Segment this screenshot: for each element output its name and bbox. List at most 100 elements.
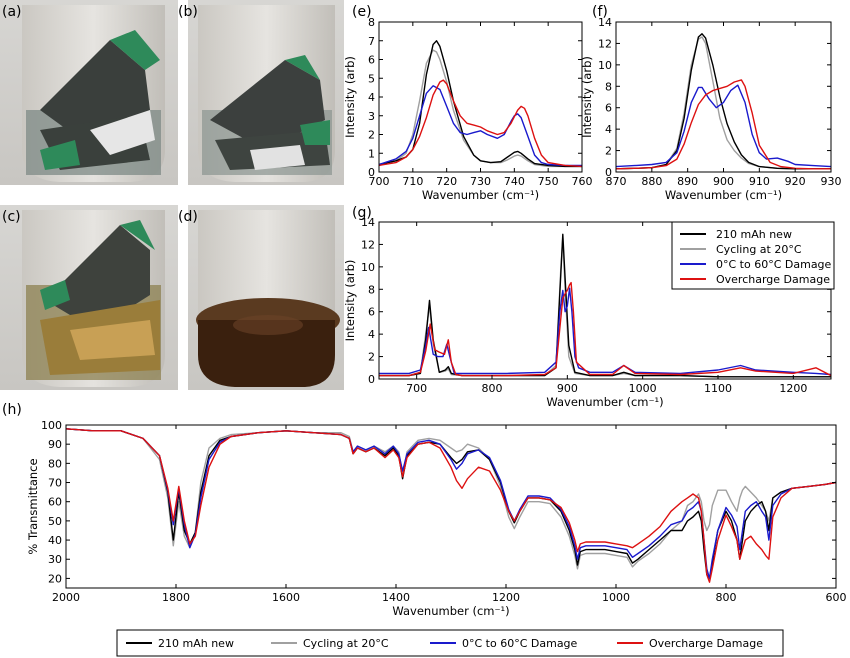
photo-d xyxy=(188,205,344,390)
chart-g-xtick-label: 800 xyxy=(482,382,503,395)
chart-h-xtick-label: 1600 xyxy=(272,591,300,604)
chart-e-ytick-label: 3 xyxy=(368,110,375,123)
chart-h-xtick-label: 2000 xyxy=(52,591,80,604)
chart-f-ytick-label: 14 xyxy=(598,16,612,29)
chart-h-series-over xyxy=(66,428,836,583)
panel-label-f: (f) xyxy=(592,4,608,20)
chart-e-xtick-label: 730 xyxy=(470,175,491,188)
legend-bottom-label-over: Overcharge Damage xyxy=(649,637,763,650)
chart-h-ytick-label: 20 xyxy=(48,572,62,585)
chart-h-xtick-label: 1400 xyxy=(382,591,410,604)
chart-f-ytick-label: 0 xyxy=(605,166,612,179)
chart-f-xtick-label: 920 xyxy=(785,175,806,188)
chart-g-xtick-label: 1100 xyxy=(704,382,732,395)
chart-g-xtick-label: 900 xyxy=(557,382,578,395)
chart-e-series-cycling xyxy=(379,49,582,168)
chart-h-xtick-label: 1200 xyxy=(492,591,520,604)
chart-e-xtick-label: 750 xyxy=(538,175,559,188)
chart-g-ytick-label: 8 xyxy=(368,283,375,296)
chart-h-xtick-label: 800 xyxy=(716,591,737,604)
chart-f-xtick-label: 910 xyxy=(749,175,770,188)
chart-h-ytick-label: 30 xyxy=(48,553,62,566)
legend-g-label-new: 210 mAh new xyxy=(716,228,792,241)
chart-f-ytick-label: 10 xyxy=(598,59,612,72)
chart-f: 870 880 890 900 910 920 930 0 2 4 6 8 10 12 14 Wavenumb… xyxy=(580,16,842,202)
chart-f-xtick-label: 900 xyxy=(713,175,734,188)
legend-g-label-over: Overcharge Damage xyxy=(716,273,830,286)
chart-h-ytick-label: 60 xyxy=(48,496,62,509)
chart-g-ytick-label: 12 xyxy=(361,238,375,251)
chart-h-ytick-label: 70 xyxy=(48,477,62,490)
chart-e-ytick-label: 1 xyxy=(368,147,375,160)
chart-h-ytick-label: 100 xyxy=(41,419,62,432)
legend-bottom: 210 mAh new Cycling at 20°C 0°C to 60°C … xyxy=(116,629,784,657)
chart-e-frame xyxy=(378,21,583,173)
chart-e-series-temp xyxy=(379,85,582,167)
chart-e-ylabel: Intensity (arb) xyxy=(343,56,357,138)
chart-f-ylabel: Intensity (arb) xyxy=(580,56,594,138)
chart-g-xlabel: Wavenumber (cm⁻¹) xyxy=(546,395,663,409)
chart-h-ytick-label: 80 xyxy=(48,457,62,470)
chart-g-frame xyxy=(378,221,832,380)
chart-f-series-over xyxy=(616,79,831,170)
photo-label-d: (d) xyxy=(178,209,198,225)
legend-g-label-cycling: Cycling at 20°C xyxy=(716,243,802,256)
chart-g-ytick-label: 10 xyxy=(361,261,375,274)
chart-e-xtick-label: 710 xyxy=(402,175,423,188)
photo-label-c: (c) xyxy=(2,209,21,225)
chart-h-xtick-label: 1800 xyxy=(162,591,190,604)
legend-bottom-label-temp: 0°C to 60°C Damage xyxy=(462,637,578,650)
chart-e-xtick-label: 740 xyxy=(504,175,525,188)
chart-g-xtick-label: 1200 xyxy=(779,382,807,395)
chart-h-xlabel: Wavenumber (cm⁻¹) xyxy=(392,604,509,618)
chart-g-ylabel: Intensity (arb) xyxy=(343,260,357,342)
chart-h-ytick-label: 40 xyxy=(48,534,62,547)
panel-label-e: (e) xyxy=(352,4,372,20)
chart-g: 700 800 900 1000 1100 1200 0 2 4 6 8 10 12 14 Wavenumb… xyxy=(343,216,832,409)
chart-e-series-over xyxy=(379,79,582,168)
chart-h-frame xyxy=(65,424,837,589)
chart-g-series-temp xyxy=(379,287,831,376)
chart-f-xtick-label: 870 xyxy=(606,175,627,188)
chart-e-xtick-label: 760 xyxy=(572,175,593,188)
panel-label-h: (h) xyxy=(2,402,22,418)
chart-f-ytick-label: 2 xyxy=(605,145,612,158)
chart-e-xtick-label: 720 xyxy=(436,175,457,188)
photo-label-a: (a) xyxy=(2,4,22,20)
chart-h-xtick-label: 600 xyxy=(826,591,847,604)
chart-g-ytick-label: 4 xyxy=(368,328,375,341)
chart-f-xlabel: Wavenumber (cm⁻¹) xyxy=(665,188,782,202)
legend-g: 210 mAh new Cycling at 20°C 0°C to 60°C … xyxy=(671,221,835,290)
legend-bottom-label-new: 210 mAh new xyxy=(158,637,234,650)
photo-a xyxy=(0,0,178,185)
chart-g-series-over xyxy=(379,281,831,377)
legend-bottom-label-cycling: Cycling at 20°C xyxy=(303,637,389,650)
chart-f-ytick-label: 8 xyxy=(605,80,612,93)
photo-c xyxy=(0,205,178,390)
chart-e-ytick-label: 7 xyxy=(368,35,375,48)
chart-e-xlabel: Wavenumber (cm⁻¹) xyxy=(422,188,539,202)
chart-f-frame xyxy=(615,21,832,173)
chart-f-xtick-label: 930 xyxy=(821,175,842,188)
chart-e-ytick-label: 8 xyxy=(368,16,375,29)
chart-f-xtick-label: 880 xyxy=(641,175,662,188)
chart-e-ytick-label: 0 xyxy=(368,166,375,179)
chart-g-xtick-label: 700 xyxy=(406,382,427,395)
chart-g-ytick-label: 2 xyxy=(368,351,375,364)
chart-f-ytick-label: 12 xyxy=(598,37,612,50)
chart-e-ytick-label: 6 xyxy=(368,54,375,67)
chart-g-ytick-label: 0 xyxy=(368,373,375,386)
legend-g-label-temp: 0°C to 60°C Damage xyxy=(716,258,832,271)
chart-h-ytick-label: 90 xyxy=(48,438,62,451)
chart-h-series-cycling xyxy=(66,428,836,570)
chart-f-ytick-label: 4 xyxy=(605,123,612,136)
chart-e-ytick-label: 5 xyxy=(368,72,375,85)
panel-label-g: (g) xyxy=(352,205,372,221)
chart-e-ytick-label: 4 xyxy=(368,91,375,104)
chart-f-series-temp xyxy=(616,84,831,168)
photo-b xyxy=(188,0,344,185)
chart-e-series-new xyxy=(379,40,582,168)
chart-f-ytick-label: 6 xyxy=(605,102,612,115)
chart-e: 700 710 720 730 740 750 760 0 1 2 3 4 5 6 7 8 Wavenumber… xyxy=(343,16,593,202)
